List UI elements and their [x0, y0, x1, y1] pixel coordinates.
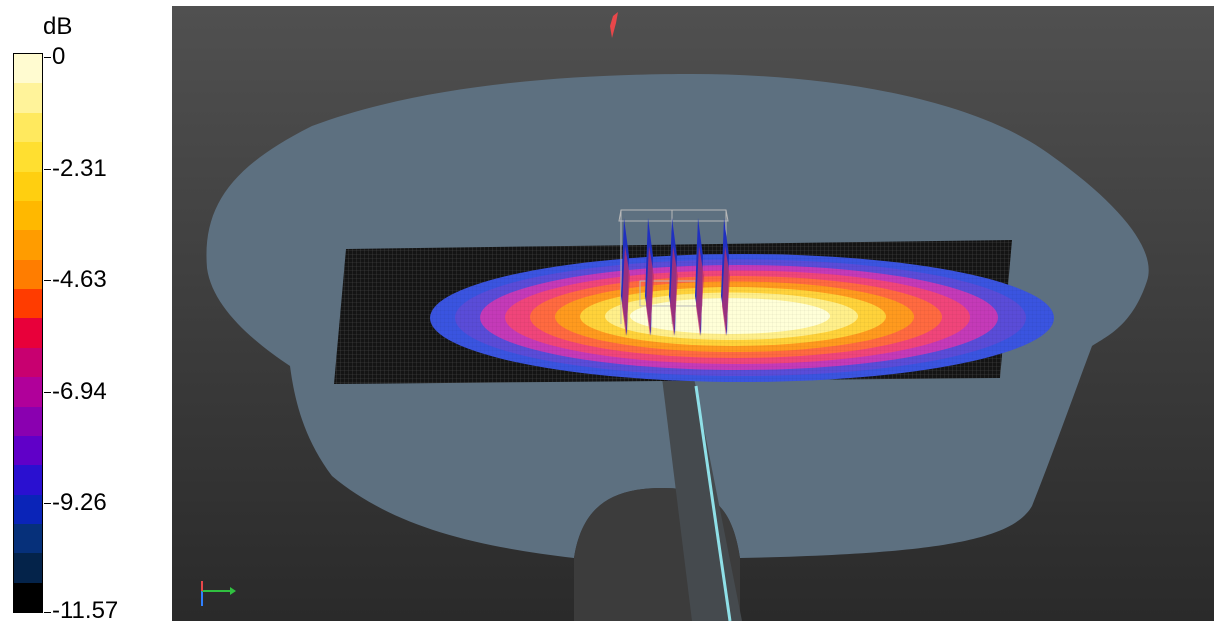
- legend-color-swatch: [14, 259, 42, 289]
- antenna-element: [645, 218, 654, 336]
- antenna-element: [721, 218, 730, 336]
- legend-color-swatch: [14, 582, 42, 613]
- legend-tick-label: -6.94: [52, 378, 107, 405]
- 3d-viewport[interactable]: [172, 6, 1214, 621]
- legend-tick-mark: [44, 57, 51, 58]
- legend-unit-label: dB: [43, 13, 73, 40]
- color-scale-bar: [13, 53, 43, 613]
- legend-color-swatch: [14, 377, 42, 407]
- legend-tick-mark: [44, 612, 51, 613]
- legend-tick-label: -11.57: [52, 597, 119, 624]
- legend-color-swatch: [14, 318, 42, 348]
- antenna-element: [621, 218, 630, 336]
- legend-color-swatch: [14, 54, 42, 84]
- legend-color-swatch: [14, 83, 42, 113]
- legend-tick-mark: [44, 280, 51, 281]
- legend-tick-label: -2.31: [52, 155, 107, 182]
- legend-color-swatch: [14, 465, 42, 495]
- axis-triad-icon: [201, 581, 236, 606]
- antenna-element: [695, 218, 704, 336]
- legend-color-swatch: [14, 406, 42, 436]
- legend-color-swatch: [14, 230, 42, 260]
- field-grid-overlay: [430, 254, 1054, 382]
- legend-tick-label: 0: [52, 43, 66, 70]
- legend-color-swatch: [14, 289, 42, 319]
- color-scale-legend: dB 0 -2.31 -4.63 -6.94 -9.26 -11.57: [0, 0, 172, 624]
- legend-color-swatch: [14, 112, 42, 143]
- legend-color-swatch: [14, 200, 42, 231]
- legend-color-swatch: [14, 347, 42, 378]
- antenna-element: [669, 218, 678, 336]
- legend-color-swatch: [14, 494, 42, 524]
- legend-color-swatch: [14, 435, 42, 466]
- probe-line: [694, 385, 732, 621]
- legend-color-swatch: [14, 553, 42, 583]
- legend-tick-mark: [44, 503, 51, 504]
- legend-tick-mark: [44, 169, 51, 170]
- legend-tick-label: -4.63: [52, 266, 107, 293]
- legend-color-swatch: [14, 142, 42, 172]
- legend-tick-mark: [44, 392, 51, 393]
- orientation-marker-icon: [610, 12, 618, 38]
- antenna-array: [621, 218, 730, 336]
- legend-color-swatch: [14, 171, 42, 201]
- legend-tick-label: -9.26: [52, 489, 107, 516]
- legend-color-swatch: [14, 524, 42, 554]
